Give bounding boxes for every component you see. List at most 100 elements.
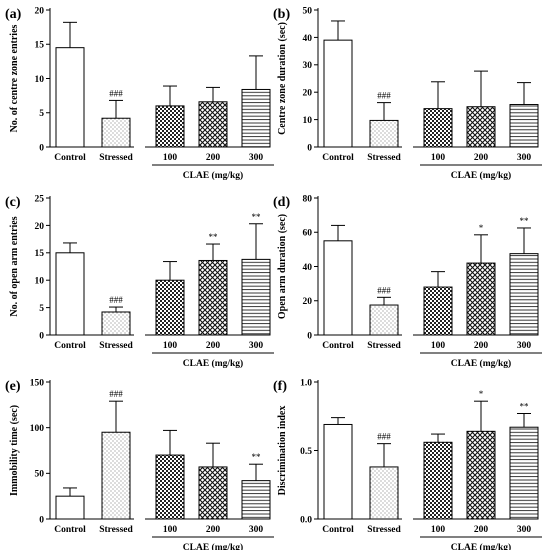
y-tick-label: 0: [39, 331, 44, 341]
x-category-label: 100: [163, 525, 178, 535]
y-tick-label: 30: [303, 61, 313, 71]
significance-label: **: [520, 216, 530, 226]
x-group-label: CLAE (mg/kg): [183, 170, 243, 181]
bar-100: [155, 279, 185, 336]
x-category-label: 300: [517, 153, 532, 163]
y-tick-label: 60: [303, 229, 313, 239]
bar-stressed: [369, 304, 399, 336]
x-category-label: Control: [322, 153, 354, 163]
bar-300: [241, 480, 271, 520]
significance-label: ###: [109, 295, 123, 305]
bar-100: [423, 108, 453, 148]
y-tick-label: 50: [35, 470, 45, 480]
panel-letter: (f): [273, 379, 287, 394]
chart-panel-1: (a) No. of centre zone entries 0 5 10 15 20 Con…: [5, 6, 274, 181]
bar-stressed: [101, 117, 131, 148]
y-axis-title: Centre zone duration (sec): [277, 22, 288, 135]
x-category-label: Control: [54, 153, 86, 163]
y-tick-label: 1.0: [300, 378, 312, 388]
bar-300: [509, 104, 539, 148]
x-category-label: 200: [474, 153, 489, 163]
x-group-label: CLAE (mg/kg): [451, 170, 511, 181]
x-category-label: Control: [322, 525, 354, 535]
y-axis-title: No. of centre zone entries: [9, 24, 20, 132]
y-tick-label: 50: [303, 6, 313, 16]
chart-panel-4: (d) Open arm duration (sec) 0 20 40 60 80 Contr…: [273, 194, 542, 369]
y-tick-label: 0: [307, 143, 312, 153]
bar-control: [323, 240, 353, 336]
x-group-label: CLAE (mg/kg): [183, 542, 243, 550]
bar-control: [323, 423, 353, 520]
x-category-label: Stressed: [367, 525, 401, 535]
bar-stressed: [101, 431, 131, 520]
x-category-label: Stressed: [99, 153, 133, 163]
y-tick-label: 20: [303, 89, 313, 99]
y-tick-label: 150: [30, 378, 45, 388]
y-axis-title: Discrimination index: [277, 406, 288, 496]
x-category-label: 100: [431, 525, 446, 535]
bar-control: [55, 252, 85, 336]
y-axis-title: Open arm duration (sec): [277, 214, 288, 319]
bar-300: [509, 253, 539, 336]
x-category-label: Control: [54, 341, 86, 351]
significance-label: ###: [377, 91, 391, 101]
x-category-label: 300: [249, 153, 264, 163]
x-category-label: 300: [517, 341, 532, 351]
bar-200: [198, 259, 228, 336]
bar-100: [423, 441, 453, 520]
bar-100: [423, 286, 453, 336]
y-tick-label: 0: [307, 331, 312, 341]
x-category-label: 100: [431, 153, 446, 163]
bar-200: [198, 101, 228, 148]
significance-label: ###: [109, 88, 123, 98]
x-category-label: Stressed: [99, 341, 133, 351]
x-category-label: 100: [431, 341, 446, 351]
bar-control: [323, 39, 353, 148]
panel-letter: (c): [5, 195, 21, 210]
significance-label: *: [479, 389, 484, 399]
significance-label: **: [252, 452, 262, 462]
y-tick-label: 0: [39, 143, 44, 153]
significance-label: **: [252, 212, 262, 222]
y-tick-label: 100: [30, 424, 45, 434]
panel-letter: (a): [5, 7, 22, 22]
panel-letter: (d): [273, 195, 290, 210]
y-tick-label: 20: [303, 297, 313, 307]
y-tick-label: 20: [35, 6, 45, 16]
x-category-label: Stressed: [367, 341, 401, 351]
y-axis-title: No. of open arm entries: [9, 216, 20, 316]
x-category-label: Control: [322, 341, 354, 351]
x-category-label: 100: [163, 341, 178, 351]
y-tick-label: 40: [303, 34, 313, 44]
x-category-label: 200: [206, 525, 221, 535]
panel-letter: (b): [273, 7, 290, 22]
bar-control: [55, 495, 85, 520]
x-category-label: Stressed: [99, 525, 133, 535]
x-category-label: 200: [206, 341, 221, 351]
bar-stressed: [101, 311, 131, 336]
bar-200: [466, 430, 496, 520]
y-tick-label: 0: [39, 515, 44, 525]
y-axis-title: Immobility time (sec): [9, 405, 20, 496]
y-tick-label: 15: [35, 249, 45, 259]
bar-100: [155, 454, 185, 520]
x-group-label: CLAE (mg/kg): [451, 358, 511, 369]
bar-200: [198, 466, 228, 520]
significance-label: **: [520, 402, 530, 412]
panel-letter: (e): [5, 379, 21, 394]
x-category-label: Stressed: [367, 153, 401, 163]
bar-stressed: [369, 466, 399, 520]
significance-label: ###: [377, 432, 391, 442]
bar-300: [241, 88, 271, 148]
x-category-label: 200: [474, 341, 489, 351]
x-category-label: 200: [474, 525, 489, 535]
significance-label: *: [479, 223, 484, 233]
y-tick-label: 5: [39, 304, 44, 314]
y-tick-label: 80: [303, 194, 313, 204]
y-tick-label: 20: [35, 222, 45, 232]
y-tick-label: 25: [35, 194, 45, 204]
x-group-label: CLAE (mg/kg): [183, 358, 243, 369]
y-tick-label: 10: [35, 75, 45, 85]
significance-label: ###: [377, 285, 391, 295]
